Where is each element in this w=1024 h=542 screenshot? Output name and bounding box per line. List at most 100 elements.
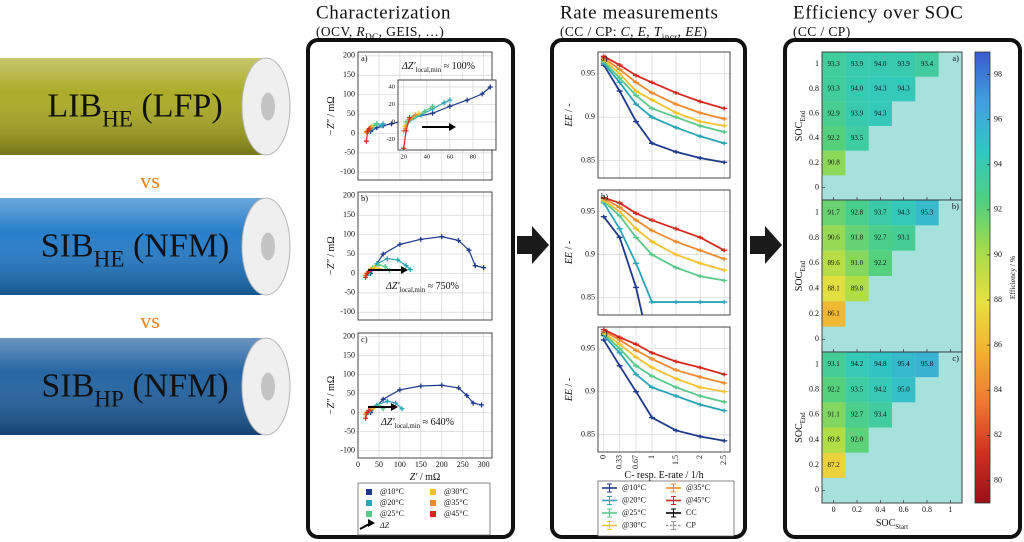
data-layer: 91.7 92.8 93.7 94.3 95.3 90.6 91.8 92.7 93.1 89.6… <box>822 200 939 327</box>
y-tick-label: 1 <box>815 359 819 368</box>
x-tick-label: 200 <box>436 460 448 469</box>
legend-swatch-bar <box>607 483 612 493</box>
y-tick-label: 150 <box>343 351 355 360</box>
legend-swatch <box>366 511 372 517</box>
data-point <box>721 248 728 253</box>
data-point <box>648 228 655 233</box>
data-point <box>456 237 461 243</box>
data-point <box>697 434 704 439</box>
data-point <box>673 125 680 130</box>
cell-label: 87.2 <box>828 461 841 469</box>
cell-label: 92.7 <box>874 234 887 242</box>
data-point <box>721 141 728 146</box>
cell-label: 93.9 <box>851 109 864 117</box>
panel-title: Rate measurements <box>560 2 718 23</box>
data-point <box>616 335 623 340</box>
y-tick-label: 50 <box>347 109 355 118</box>
legend-swatch <box>366 489 372 495</box>
data-point <box>487 84 493 90</box>
cell-shading <box>0 338 266 435</box>
data-point <box>616 213 623 218</box>
data-point <box>464 393 470 398</box>
text-part: incr <box>662 32 678 42</box>
x-tick-label: 0.4 <box>875 505 885 514</box>
text-part: ) <box>703 24 708 39</box>
y-axis-label: SOCEnd <box>794 110 807 141</box>
heatmap-cell <box>845 402 869 428</box>
text-part: E <box>637 24 647 39</box>
subplot-label: c) <box>361 334 368 344</box>
data-point <box>697 402 704 407</box>
text-part: HP <box>94 387 124 413</box>
legend-frame <box>357 482 491 536</box>
data-point <box>673 239 680 244</box>
chart-scatter: -100 -50 0 50 100 150 200 0 50 100 150 200 250 300 c) −… <box>326 332 493 483</box>
data-layer <box>600 327 728 443</box>
chart-heatmap: 00.20.40.60.81 91.7 92.8 93.7 94.3 95.390.6 91… <box>794 199 963 353</box>
data-point <box>466 247 472 253</box>
x-tick-label: 0 <box>832 505 836 514</box>
data-point <box>633 348 640 353</box>
data-point <box>397 241 403 247</box>
subplot-label: a) <box>952 53 959 63</box>
text-part: local,min <box>400 287 426 294</box>
subplot-label: c) <box>952 353 959 363</box>
y-tick-label: 0 <box>815 485 819 494</box>
data-point <box>616 205 623 210</box>
annotation-arrow-head <box>368 519 375 527</box>
y-tick-label: 0.2 <box>809 460 819 469</box>
data-layer: 93.3 93.9 94.0 93.9 93.4 93.3 94.0 94.3 94.3 92.9… <box>822 52 939 176</box>
legend-label: @35°C <box>686 483 710 492</box>
text-part: −Z″ <box>326 398 337 415</box>
data-point <box>616 71 623 76</box>
data-point <box>616 76 623 81</box>
data-point <box>616 350 623 355</box>
heatmap-cell <box>822 301 846 327</box>
legend-label: @30°C <box>622 520 646 529</box>
data-point <box>697 274 704 279</box>
text-part: (LFP) <box>133 87 223 124</box>
y-axis-label: EE / - <box>564 378 575 402</box>
x-tick-label: 1.5 <box>671 455 680 465</box>
x-tick-label: 2 <box>695 455 704 459</box>
data-point <box>721 123 728 128</box>
legend-label: @10°C <box>622 483 646 492</box>
data-point <box>439 234 445 240</box>
cell-label: 94.2 <box>874 385 887 393</box>
data-point <box>397 387 403 393</box>
data-point <box>721 400 728 404</box>
data-point <box>697 110 704 115</box>
data-point <box>407 115 413 121</box>
text-part: EE <box>564 389 575 402</box>
cell-label: 95.0 <box>898 385 911 393</box>
y-axis-label: −Z″ / mΩ <box>326 376 337 415</box>
data-point <box>673 115 680 120</box>
legend-label: @20°C <box>380 498 404 507</box>
data-point <box>633 80 640 85</box>
heatmap-cell <box>822 427 846 453</box>
text-part: −Z″ <box>326 118 337 135</box>
text-part: SOC <box>794 423 805 443</box>
text-part: SOC <box>876 518 896 529</box>
chart-line: 0.85 0.9 0.95 a) EE / - <box>564 51 731 179</box>
heatmap-cell <box>845 76 869 102</box>
y-tick-label: 0.85 <box>581 293 595 302</box>
data-point <box>673 393 680 398</box>
plot-frame <box>357 332 493 459</box>
data-point <box>600 327 607 332</box>
text-part: / mΩ <box>326 376 337 399</box>
colorbar-tick-label: 80 <box>994 475 1002 484</box>
legend-label: @45°C <box>686 495 710 504</box>
x-tick-label: 0.2 <box>852 505 862 514</box>
cell-label: 91.8 <box>851 234 864 242</box>
heatmap-cell <box>845 377 869 403</box>
legend: @10°C @20°C @25°C @30°C @35°C @45°C ΔZ <box>357 482 491 536</box>
text-part: LIB <box>47 87 102 124</box>
x-tick-label: 20 <box>401 153 408 160</box>
y-tick-label: 0.8 <box>809 385 819 394</box>
x-tick-label: 0 <box>356 460 360 469</box>
legend-swatch-bar <box>671 508 676 518</box>
data-point <box>648 239 655 244</box>
text-part: , GEIS, …) <box>379 24 445 39</box>
